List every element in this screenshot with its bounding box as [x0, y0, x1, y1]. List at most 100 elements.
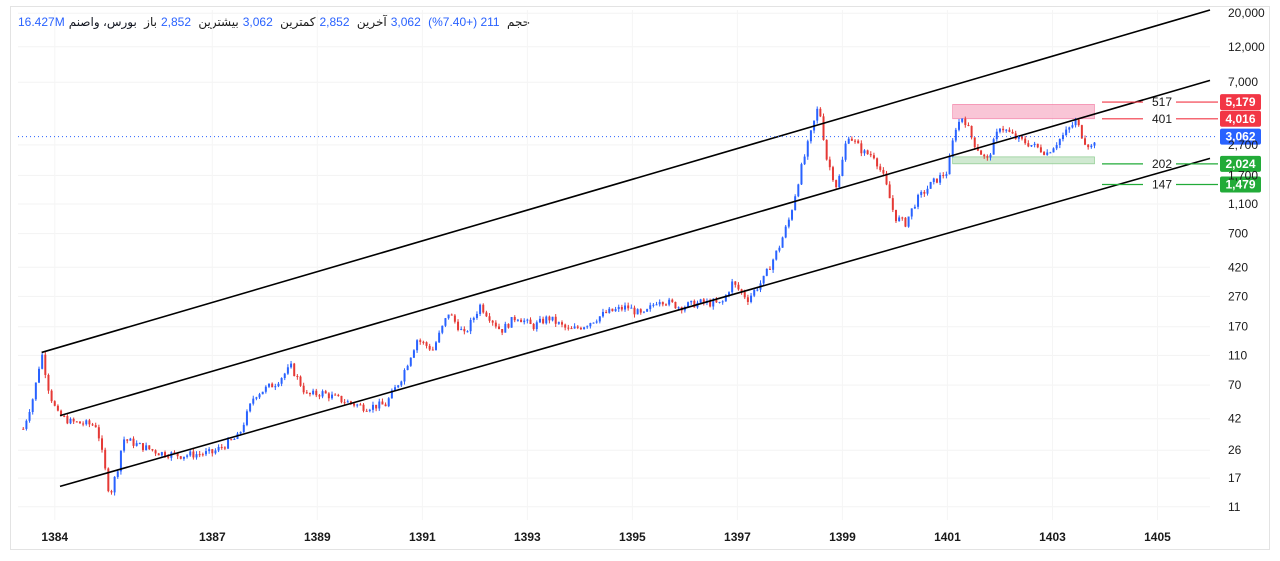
level-202-price-tag-text: 2,024: [1225, 157, 1255, 171]
candle-body: [655, 304, 658, 306]
candles-layer: [22, 106, 1096, 496]
candle-body: [980, 150, 983, 155]
candle-body: [186, 455, 189, 457]
candle-body: [935, 178, 938, 183]
candle-body: [756, 289, 759, 291]
candle-body: [724, 295, 727, 302]
candle-body: [53, 401, 56, 406]
candle-body: [34, 382, 37, 400]
candle-body: [601, 311, 604, 317]
close-value: 3,062: [390, 15, 421, 29]
candle-body: [687, 302, 690, 307]
candle-body: [567, 327, 570, 329]
candle-body: [252, 398, 255, 404]
high-value: 3,062: [242, 15, 273, 29]
candle-body: [94, 425, 97, 428]
candle-body: [469, 319, 472, 332]
candle-body: [765, 268, 768, 276]
candle-body: [791, 210, 794, 220]
candle-body: [542, 318, 545, 324]
candle-body: [630, 307, 633, 309]
candle-body: [72, 418, 75, 422]
candle-body: [119, 450, 122, 472]
low-value: 2,852: [319, 15, 350, 29]
candle-body: [38, 368, 41, 383]
candle-body: [863, 150, 866, 154]
candle-body: [1049, 152, 1052, 154]
candle-body: [516, 319, 519, 321]
candle-body: [271, 383, 274, 388]
candle-body: [961, 118, 964, 122]
resistance-zone: [952, 104, 1095, 120]
candle-body: [472, 317, 475, 320]
open-value: 2,852: [160, 15, 191, 29]
candle-body: [762, 275, 765, 284]
candle-body: [926, 188, 929, 194]
level-517-price-tag: [1220, 94, 1261, 111]
candle-body: [658, 302, 661, 305]
candle-body: [904, 217, 907, 227]
x-tick-label: 1399: [829, 530, 856, 544]
candle-body: [91, 424, 94, 426]
candle-body: [394, 387, 397, 391]
candle-body: [208, 449, 211, 452]
candle-body: [44, 354, 47, 375]
candle-body: [809, 130, 812, 142]
candle-body: [819, 108, 822, 117]
y-tick-label: 11: [1228, 500, 1241, 514]
candle-body: [998, 128, 1001, 132]
candle-body: [63, 415, 66, 417]
candle-body: [233, 438, 236, 440]
candle-body: [1021, 136, 1024, 139]
candle-body: [302, 385, 305, 393]
grid-layer: [18, 10, 1210, 520]
candle-body: [970, 125, 973, 138]
candle-body: [951, 140, 954, 157]
candle-body: [917, 194, 920, 207]
candle-body: [217, 446, 220, 451]
candle-body: [592, 322, 595, 324]
candle-body: [466, 331, 469, 333]
candle-body: [545, 316, 548, 324]
axes-layer: 11 17 26 42 70 110 170 270 420 700 1,100 1,700 2,700…: [41, 6, 1265, 544]
candle-body: [75, 421, 78, 423]
candle-body: [617, 306, 620, 310]
y-tick-label: 26: [1228, 443, 1242, 457]
candle-body: [548, 316, 551, 321]
y-tick-label: 12,000: [1228, 40, 1265, 54]
candle-body: [727, 292, 730, 296]
candle-body: [828, 159, 831, 168]
x-tick-label: 1401: [934, 530, 961, 544]
candle-body: [164, 452, 167, 457]
change-value: 211 (+7.40%): [428, 15, 500, 29]
candle-body: [151, 449, 154, 451]
candle-body: [746, 297, 749, 302]
candle-body: [1027, 143, 1030, 147]
candle-body: [321, 391, 324, 397]
candle-body: [318, 395, 321, 397]
candle-body: [860, 143, 863, 154]
candle-body: [47, 374, 50, 391]
candle-body: [378, 401, 381, 409]
candle-body: [387, 398, 390, 407]
level-202-price-tag: [1220, 155, 1261, 172]
candle-body: [154, 450, 157, 454]
candle-body: [179, 456, 182, 459]
candle-body: [239, 431, 242, 434]
candle-body: [176, 452, 179, 457]
candle-body: [532, 324, 535, 330]
candle-body: [797, 184, 800, 197]
candle-body: [494, 322, 497, 327]
candle-body: [157, 453, 160, 456]
candle-body: [866, 150, 869, 155]
candle-body: [901, 217, 904, 219]
open-label: باز: [144, 15, 157, 29]
y-tick-label: 2,700: [1228, 138, 1258, 152]
candle-body: [334, 394, 337, 396]
candle-body: [409, 357, 412, 366]
candle-body: [885, 173, 888, 185]
candle-body: [1005, 129, 1008, 131]
candle-body: [368, 409, 371, 411]
candle-body: [390, 390, 393, 399]
